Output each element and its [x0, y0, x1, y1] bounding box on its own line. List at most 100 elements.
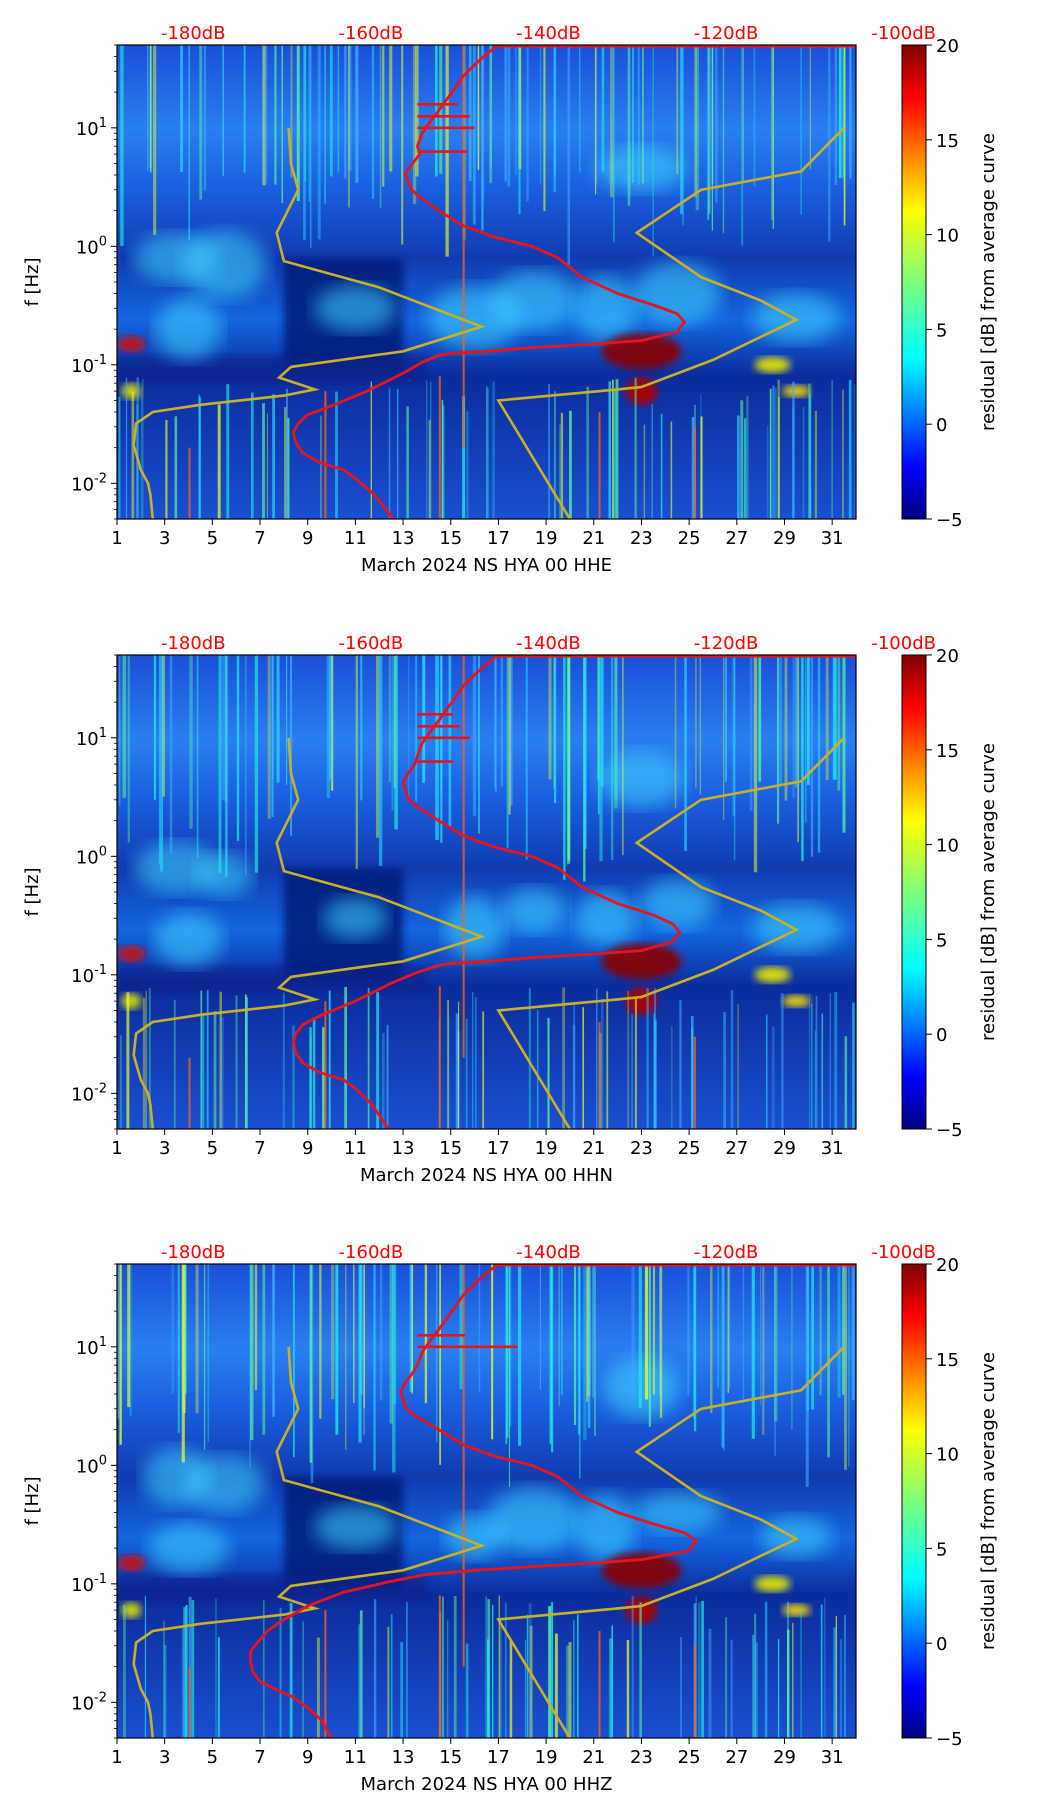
spectral-streak: [637, 45, 640, 185]
x-tick-label: 5: [207, 1747, 218, 1768]
storm-hotspot: [601, 1552, 682, 1589]
x-tick-label: 11: [344, 1747, 367, 1768]
spectral-streak: [840, 1638, 842, 1738]
spectral-streak: [821, 1013, 823, 1129]
spectral-streak: [495, 655, 497, 793]
spectral-streak: [226, 384, 230, 519]
spectral-streak: [324, 45, 326, 205]
spectral-streak: [466, 411, 469, 519]
y-tick-label: 101: [76, 116, 107, 140]
spectral-streak: [472, 991, 474, 1129]
spectral-streak: [774, 1264, 776, 1456]
spectral-streak: [266, 413, 268, 519]
spectral-streak: [272, 1264, 275, 1417]
spectral-streak: [117, 1264, 120, 1420]
spectral-streak: [695, 655, 697, 789]
event-spike: [324, 391, 327, 519]
spectral-streak: [446, 1620, 449, 1738]
spectral-streak: [225, 655, 228, 878]
spectral-streak: [781, 993, 784, 1129]
spectral-streak: [389, 45, 393, 172]
db-scale-label: -180dB: [161, 23, 226, 44]
spectral-streak: [185, 1605, 188, 1738]
spectral-streak: [652, 1264, 656, 1395]
spectral-streak: [415, 45, 419, 177]
spectral-streak: [206, 990, 209, 1129]
colorbar-tick-label: 10: [936, 1445, 959, 1466]
spectral-streak: [600, 655, 604, 787]
db-scale-label: -160dB: [339, 1242, 404, 1263]
spectral-streak: [801, 655, 804, 862]
x-tick-label: 13: [392, 528, 415, 549]
spectral-streak: [388, 388, 391, 519]
y-tick-label: 10-1: [71, 353, 107, 377]
noise-model-low-curve: [132, 1346, 486, 1738]
spectral-streak: [805, 1264, 809, 1487]
spectral-streak: [279, 1607, 282, 1738]
spectral-streak: [122, 655, 126, 798]
spectral-streak: [329, 655, 333, 780]
spectral-streak: [348, 45, 352, 171]
spectral-streak: [360, 655, 363, 801]
event-spike: [438, 986, 441, 1129]
spectral-streak: [529, 1625, 533, 1738]
spectral-streak: [659, 1264, 661, 1396]
spectral-streak: [142, 379, 144, 519]
spectral-streak: [163, 1620, 165, 1738]
spectral-streak: [459, 1264, 463, 1390]
spectral-streak: [317, 45, 321, 240]
colorbar-tick-label: 0: [936, 1025, 947, 1046]
spectral-streak: [289, 1603, 293, 1738]
spectral-streak: [174, 416, 178, 519]
spectral-streak: [302, 1621, 304, 1738]
db-scale-label: -140dB: [516, 23, 581, 44]
spectral-streak: [430, 381, 432, 519]
quiet-band-low: [117, 1574, 427, 1603]
spectral-streak: [195, 1264, 199, 1414]
storm-hotspot: [117, 335, 146, 352]
spectral-streak: [504, 45, 507, 182]
spectral-streak: [776, 655, 780, 824]
colorbar-tick-label: 15: [936, 131, 959, 152]
spectral-streak: [303, 45, 306, 240]
spectral-streak: [123, 1604, 126, 1738]
spectral-streak: [611, 1625, 613, 1738]
spectral-streak: [388, 655, 392, 783]
colorbar-tick-label: 15: [936, 1350, 959, 1371]
colorbar-tick-label: 5: [936, 1539, 947, 1560]
spectral-streak: [189, 655, 193, 829]
spectral-streak: [347, 45, 350, 208]
x-tick-label: 9: [302, 528, 313, 549]
spectral-streak: [744, 418, 747, 519]
spectral-streak: [810, 655, 814, 857]
y-tick-label: 101: [76, 726, 107, 750]
spectral-streak: [196, 655, 199, 859]
x-tick-label: 19: [535, 1747, 558, 1768]
spectral-streak: [572, 1025, 576, 1129]
spectral-streak: [766, 1014, 768, 1129]
spectral-streak: [569, 410, 572, 519]
spectral-streak: [401, 45, 404, 245]
spectral-streak: [615, 379, 619, 519]
db-scale-label: -120dB: [694, 633, 759, 654]
noise-blob: [427, 285, 522, 350]
spectral-streak: [829, 993, 831, 1129]
spectral-streak: [472, 45, 476, 225]
spectral-streak: [700, 416, 703, 519]
noise-blob: [314, 285, 397, 332]
spectral-streak: [771, 45, 773, 220]
spectral-streak: [220, 1017, 224, 1129]
spectral-streak: [536, 1010, 539, 1129]
storm-hotspot: [782, 995, 811, 1008]
db-scale-label: -160dB: [339, 633, 404, 654]
spectral-streak: [777, 1638, 780, 1738]
spectral-streak: [485, 1595, 487, 1738]
spectral-streak: [150, 45, 152, 173]
spectral-streak: [424, 1264, 428, 1404]
event-spike: [438, 376, 441, 519]
spectral-streak: [653, 1013, 655, 1129]
spectral-streak: [586, 1264, 589, 1402]
spectral-streak: [245, 997, 248, 1129]
db-scale-label: -100dB: [871, 633, 936, 654]
